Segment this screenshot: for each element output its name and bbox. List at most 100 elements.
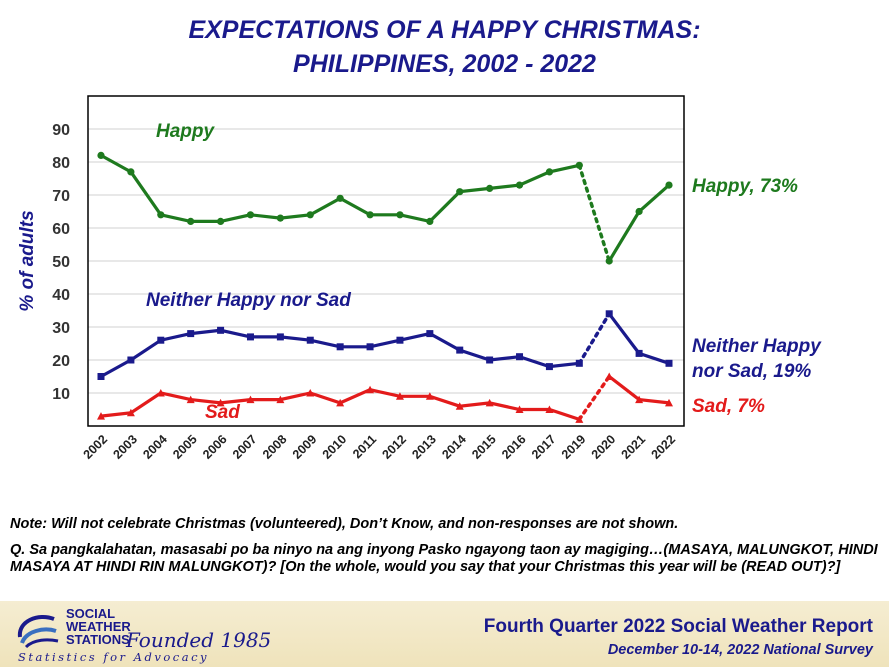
series-label-neither: Neither Happy nor Sad [146, 290, 351, 311]
data-point [396, 336, 404, 344]
logo-word-weather: WEATHER [66, 619, 131, 634]
data-point [635, 207, 643, 216]
data-point [426, 217, 434, 225]
data-point [395, 392, 404, 400]
data-point [575, 415, 584, 423]
data-point [545, 168, 554, 176]
x-tick-label: 2014 [439, 432, 469, 462]
logo-tagline: Statistics for Advocacy [18, 650, 210, 664]
survey-dates: December 10-14, 2022 National Survey [607, 642, 873, 658]
data-point [157, 336, 165, 344]
x-tick-label: 2019 [559, 432, 589, 462]
data-point [216, 217, 225, 225]
series-line [100, 153, 580, 224]
data-point [276, 333, 284, 341]
x-tick-label: 2004 [140, 432, 170, 462]
series-line-dotted [577, 163, 611, 263]
data-point [186, 395, 195, 404]
end-label-neither-line1: Neither Happy [692, 336, 822, 357]
data-point [306, 389, 315, 397]
data-point [276, 214, 284, 222]
data-point [97, 373, 105, 380]
data-point [216, 398, 225, 407]
data-point [485, 398, 494, 407]
data-point [456, 188, 464, 196]
end-label-neither-line2: nor Sad, 19% [692, 361, 811, 382]
chart-note: Note: Will not celebrate Christmas (volu… [10, 516, 679, 532]
x-tick-label: 2007 [230, 432, 260, 462]
end-label-sad: Sad, 7% [692, 396, 765, 417]
y-tick-label: 10 [52, 386, 70, 403]
series-line [100, 328, 580, 378]
x-tick-label: 2009 [290, 432, 320, 462]
data-point [486, 184, 494, 192]
series-label-sad: Sad [205, 402, 240, 423]
data-point [306, 211, 314, 219]
data-point [605, 310, 613, 318]
x-tick-label: 2011 [350, 432, 379, 461]
footer-banner: SOCIAL WEATHER STATIONS Founded 1985 Sta… [0, 601, 889, 667]
data-point [366, 211, 374, 219]
x-tick-label: 2016 [499, 432, 529, 462]
data-point [126, 408, 135, 417]
series-line-dotted [577, 374, 611, 422]
data-point [97, 412, 105, 420]
x-tick-label: 2012 [380, 432, 410, 462]
data-point [515, 405, 524, 413]
data-point [515, 181, 524, 189]
data-point [635, 349, 643, 357]
data-point [246, 333, 254, 341]
data-point [665, 398, 673, 407]
data-point [127, 356, 135, 364]
y-tick-label: 80 [52, 155, 70, 172]
x-tick-label: 2003 [110, 432, 140, 462]
data-point [605, 257, 613, 265]
logo-word-social: SOCIAL [66, 606, 116, 621]
data-point [246, 395, 255, 404]
data-point [545, 363, 553, 371]
y-tick-label: 70 [52, 188, 70, 205]
data-point [246, 211, 255, 219]
chart-title-line1: EXPECTATIONS OF A HAPPY CHRISTMAS: [188, 16, 701, 44]
end-label-happy: Happy, 73% [692, 176, 798, 197]
x-tick-label: 2017 [529, 432, 559, 462]
y-tick-label: 50 [52, 254, 70, 271]
series-line-dotted [577, 312, 611, 366]
data-point [187, 330, 195, 338]
logo-word-stations: STATIONS [66, 632, 130, 647]
x-tick-label: 2008 [260, 432, 290, 462]
series-line [607, 183, 671, 262]
data-point [455, 402, 464, 410]
y-tick-label: 30 [52, 320, 70, 337]
data-point [486, 356, 494, 364]
data-point [456, 346, 464, 354]
data-point [97, 151, 105, 159]
survey-question: Q. Sa pangkalahatan, masasabi po ba niny… [10, 542, 878, 575]
data-point [545, 405, 554, 413]
y-tick-label: 90 [52, 122, 70, 139]
y-tick-label: 20 [52, 353, 70, 370]
x-tick-label: 2002 [81, 432, 111, 462]
data-point [366, 385, 375, 394]
data-point [575, 161, 583, 169]
data-point [575, 359, 583, 367]
data-point [425, 392, 434, 400]
x-tick-label: 2021 [619, 432, 649, 462]
y-axis-label: % of adults [17, 210, 38, 311]
y-tick-label: 60 [52, 221, 70, 238]
report-title: Fourth Quarter 2022 Social Weather Repor… [483, 616, 873, 637]
data-point [336, 398, 345, 407]
y-tick-label: 40 [52, 287, 70, 304]
series-label-happy: Happy [156, 121, 216, 142]
x-tick-label: 2006 [200, 432, 230, 462]
data-point [605, 372, 614, 380]
data-point [187, 217, 195, 225]
data-point [127, 168, 135, 176]
data-point [396, 211, 404, 219]
data-point [306, 336, 314, 344]
data-point [665, 359, 673, 367]
data-point [426, 330, 434, 338]
data-point [156, 389, 165, 397]
data-point [157, 211, 165, 219]
x-tick-label: 2022 [649, 432, 679, 462]
